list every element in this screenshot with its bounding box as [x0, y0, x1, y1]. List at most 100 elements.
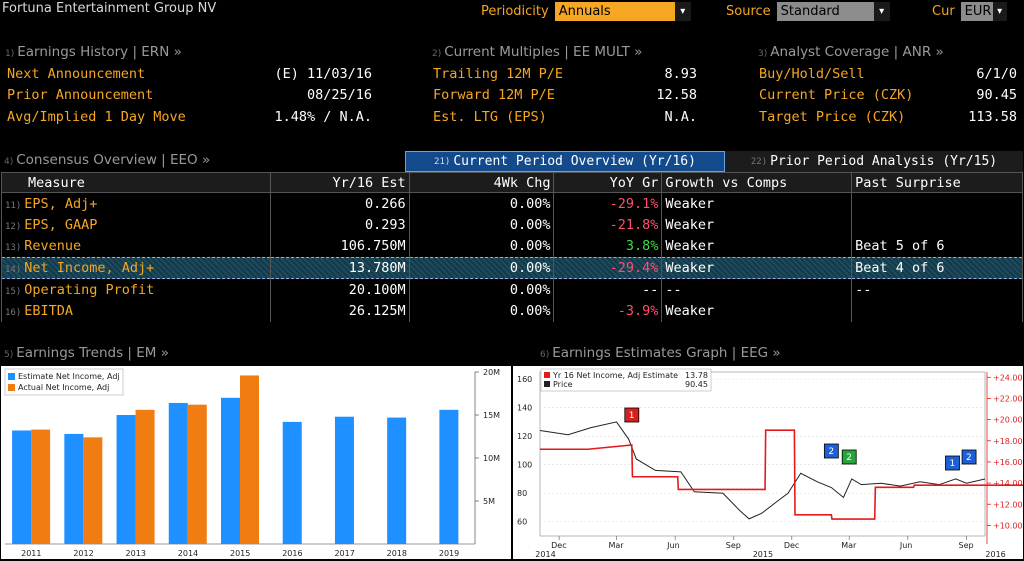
- table-row[interactable]: 16) EBITDA 26.125M 0.00% -3.9% Weaker: [1, 300, 1023, 322]
- x-tick-label: Sep: [959, 541, 974, 550]
- analyst-coverage-link[interactable]: 3) Analyst Coverage | ANR »: [758, 44, 944, 60]
- column-header[interactable]: Measure: [1, 172, 271, 193]
- right-tick-label: +18.00: [993, 437, 1023, 446]
- chevron-down-icon[interactable]: ▾: [674, 1, 691, 21]
- periodicity-dropdown[interactable]: Annuals ▾: [554, 1, 691, 21]
- table-row[interactable]: 15) Operating Profit 20.100M 0.00% -- -- --: [1, 278, 1023, 300]
- kv-row: Buy/Hold/Sell 6/1/0: [759, 66, 1017, 86]
- legend-swatch: [544, 372, 550, 378]
- kv-row: Target Price (CZK) 113.58: [759, 109, 1017, 129]
- consensus-overview-link[interactable]: 4) Consensus Overview | EEO »: [4, 152, 210, 168]
- legend-label: Yr 16 Net Income, Adj Estimate: [552, 371, 678, 380]
- column-header[interactable]: Growth vs Comps: [661, 172, 853, 193]
- kv-value: 12.58: [656, 87, 697, 103]
- y-tick-label: 5M: [483, 497, 495, 506]
- surprise-cell: [851, 192, 1023, 214]
- announcement-marker: [945, 455, 960, 471]
- earnings-trends-link[interactable]: 5) Earnings Trends | EM »: [4, 345, 169, 361]
- x-year-label: 2015: [753, 550, 773, 559]
- growth-cell: Weaker: [661, 192, 853, 214]
- section-title: Consensus Overview | EEO »: [16, 152, 211, 168]
- x-tick-label: 2015: [230, 549, 250, 558]
- x-tick-label: Dec: [784, 541, 799, 550]
- measure-cell[interactable]: 14) Net Income, Adj+: [1, 256, 271, 279]
- bar-actual: [187, 404, 207, 544]
- chevron-down-icon[interactable]: ▾: [873, 1, 890, 21]
- surprise-cell: Beat 4 of 6: [851, 256, 1023, 279]
- yoy-cell: -3.9%: [553, 300, 663, 322]
- measure-cell[interactable]: 13) Revenue: [1, 235, 271, 257]
- yoy-cell: --: [553, 278, 663, 300]
- row-number: 11): [5, 200, 22, 211]
- change-cell: 0.00%: [408, 278, 555, 300]
- measure-cell[interactable]: 11) EPS, Adj+: [1, 192, 271, 214]
- announcement-marker: [961, 449, 977, 465]
- surprise-cell: [851, 300, 1023, 322]
- column-header[interactable]: YoY Gr: [553, 172, 663, 193]
- line-chart-svg: 60 80 100 120 140 160 +10.00 +12.00 +14.00 +16.00…: [517, 368, 1024, 559]
- y-tick-label: 15M: [483, 411, 500, 420]
- consensus-table: Measure Yr/16 Est 4Wk Chg YoY Gr Growth …: [1, 172, 1023, 322]
- x-year-label: 2014: [535, 550, 555, 559]
- source-value[interactable]: Standard: [776, 1, 874, 21]
- legend-swatch: [544, 381, 550, 387]
- x-tick-label: Sep: [726, 541, 741, 550]
- legend-value: 13.78: [685, 371, 708, 380]
- bar-actual: [31, 429, 51, 544]
- column-header[interactable]: Yr/16 Est: [269, 172, 410, 193]
- surprise-cell: [851, 214, 1023, 236]
- table-row[interactable]: 12) EPS, GAAP 0.293 0.00% -21.8% Weaker: [1, 214, 1023, 236]
- currency-dropdown[interactable]: EUR ▾: [960, 1, 1007, 21]
- source-dropdown[interactable]: Standard ▾: [776, 1, 890, 21]
- legend-box: [540, 368, 712, 392]
- column-header[interactable]: Past Surprise: [851, 172, 1023, 193]
- currency-control: Cur EUR ▾: [932, 1, 1007, 21]
- earnings-graph-link[interactable]: 6) Earnings Estimates Graph | EEG »: [540, 345, 781, 361]
- growth-cell: Weaker: [661, 256, 853, 279]
- chevron-down-icon[interactable]: ▾: [992, 1, 1007, 21]
- legend-value: 90.45: [685, 380, 708, 389]
- measure-cell[interactable]: 15) Operating Profit: [1, 278, 271, 300]
- earnings-trends-chart[interactable]: 5M 10M 15M 20M 2011 2012 2013 2014 2015 2016 2017 2…: [1, 366, 511, 559]
- column-header[interactable]: 4Wk Chg: [408, 172, 555, 193]
- table-row[interactable]: 11) EPS, Adj+ 0.266 0.00% -29.1% Weaker: [1, 192, 1023, 214]
- section-number: 2): [432, 49, 442, 59]
- kv-label: Forward 12M P/E: [433, 87, 555, 103]
- growth-cell: Weaker: [661, 300, 853, 322]
- estimate-cell: 20.100M: [269, 278, 410, 300]
- periodicity-value[interactable]: Annuals: [554, 1, 675, 21]
- left-tick-label: 100: [517, 461, 532, 470]
- currency-value[interactable]: EUR: [960, 1, 993, 21]
- kv-row: Avg/Implied 1 Day Move 1.48% / N.A.: [7, 109, 372, 129]
- x-tick-label: 2018: [387, 549, 407, 558]
- tab-prior-period[interactable]: 22) Prior Period Analysis (Yr/15): [725, 151, 1023, 172]
- table-row[interactable]: 14) Net Income, Adj+ 13.780M 0.00% -29.4% Wea…: [1, 256, 1023, 279]
- earnings-history-link[interactable]: 1) Earnings History | ERN »: [5, 44, 182, 60]
- tab-current-period[interactable]: 21) Current Period Overview (Yr/16): [405, 151, 725, 172]
- change-cell: 0.00%: [408, 192, 555, 214]
- source-control: Source Standard ▾: [726, 1, 890, 21]
- x-tick-label: 2014: [178, 549, 198, 558]
- earnings-estimates-chart[interactable]: 60 80 100 120 140 160 +10.00 +12.00 +14.00 +16.00…: [513, 366, 1024, 559]
- kv-value: N.A.: [664, 109, 697, 125]
- section-number: 3): [758, 49, 768, 59]
- kv-value: 113.58: [968, 109, 1017, 125]
- change-cell: 0.00%: [408, 235, 555, 257]
- periodicity-label: Periodicity: [481, 3, 549, 19]
- security-title: Fortuna Entertainment Group NV: [2, 1, 217, 16]
- current-multiples-link[interactable]: 2) Current Multiples | EE MULT »: [432, 44, 642, 60]
- table-row[interactable]: 13) Revenue 106.750M 0.00% 3.8% Weaker Beat 5 …: [1, 235, 1023, 257]
- bar-estimate: [12, 430, 32, 544]
- measure-cell[interactable]: 16) EBITDA: [1, 300, 271, 322]
- kv-row: Trailing 12M P/E 8.93: [433, 66, 697, 86]
- measure-label: EBITDA: [24, 302, 74, 319]
- growth-cell: Weaker: [661, 214, 853, 236]
- bar-estimate: [168, 402, 188, 544]
- left-tick-label: 120: [517, 432, 532, 441]
- change-cell: 0.00%: [408, 300, 555, 322]
- chart-legend: Yr 16 Net Income, Adj Estimate 13.78 Price…: [540, 368, 712, 392]
- kv-row: Prior Announcement 08/25/16: [7, 87, 372, 107]
- x-tick-label: Jun: [899, 541, 913, 550]
- measure-cell[interactable]: 12) EPS, GAAP: [1, 214, 271, 236]
- kv-value: 1.48% / N.A.: [274, 109, 372, 125]
